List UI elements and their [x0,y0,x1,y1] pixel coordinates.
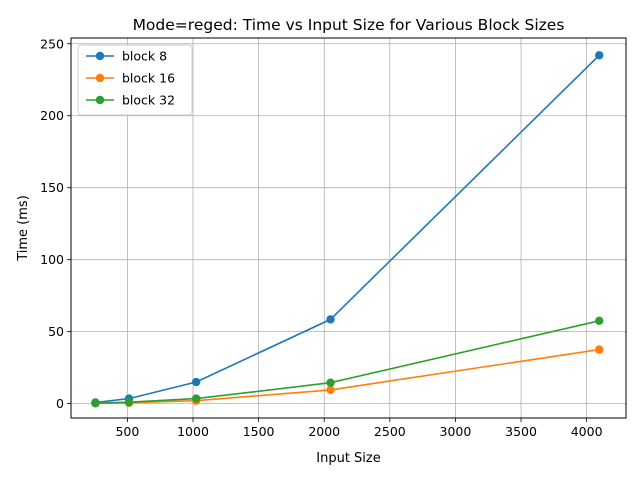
legend-swatch-marker [95,51,105,61]
data-point [326,385,335,395]
legend-swatch-marker [95,95,105,105]
x-tick-label: 1500 [243,424,275,439]
series-line [95,348,600,405]
data-point [91,398,100,408]
data-point [326,315,335,324]
plot-area-frame [70,37,627,419]
data-point [595,345,604,354]
series-line [95,320,600,404]
y-tick-label: 100 [40,252,64,267]
data-point [124,397,134,407]
chart-title: Mode=reged: Time vs Input Size for Vario… [133,16,565,34]
x-tick-label: 1000 [177,424,209,439]
data-point [595,51,604,60]
y-tick-label: 150 [40,180,64,195]
x-tick-label: 2500 [374,424,406,439]
data-point [191,394,201,403]
x-tick-label: 4000 [571,424,603,439]
legend-label: block 16 [122,71,175,86]
series-1 [91,51,604,407]
x-tick-label: 500 [115,424,139,439]
x-tick-label: 2000 [308,424,340,439]
legend-label: block 8 [122,49,167,64]
series-lines [91,51,604,408]
y-tick-label: 200 [40,108,64,123]
data-point [595,316,604,326]
legend-label: block 32 [122,93,175,108]
grid-lines [71,38,626,418]
series-2 [91,345,604,408]
x-tick-label: 3000 [440,424,472,439]
axis-ticks: 500 1000 1500 2000 2500 3000 3500 4000 0 50 100 150… [40,36,602,439]
legend: block 8 block 16 block 32 [77,44,193,116]
series-3 [91,316,604,408]
data-point [191,377,201,387]
y-tick-label: 50 [48,324,64,339]
x-tick-label: 3500 [505,424,537,439]
y-tick-label: 250 [40,36,64,51]
x-axis-title: Input Size [316,451,380,466]
legend-box [77,44,193,116]
data-point [326,378,335,387]
legend-swatch-marker [95,73,105,83]
y-tick-label: 0 [56,396,64,411]
y-axis-title: Time (ms) [16,195,31,262]
